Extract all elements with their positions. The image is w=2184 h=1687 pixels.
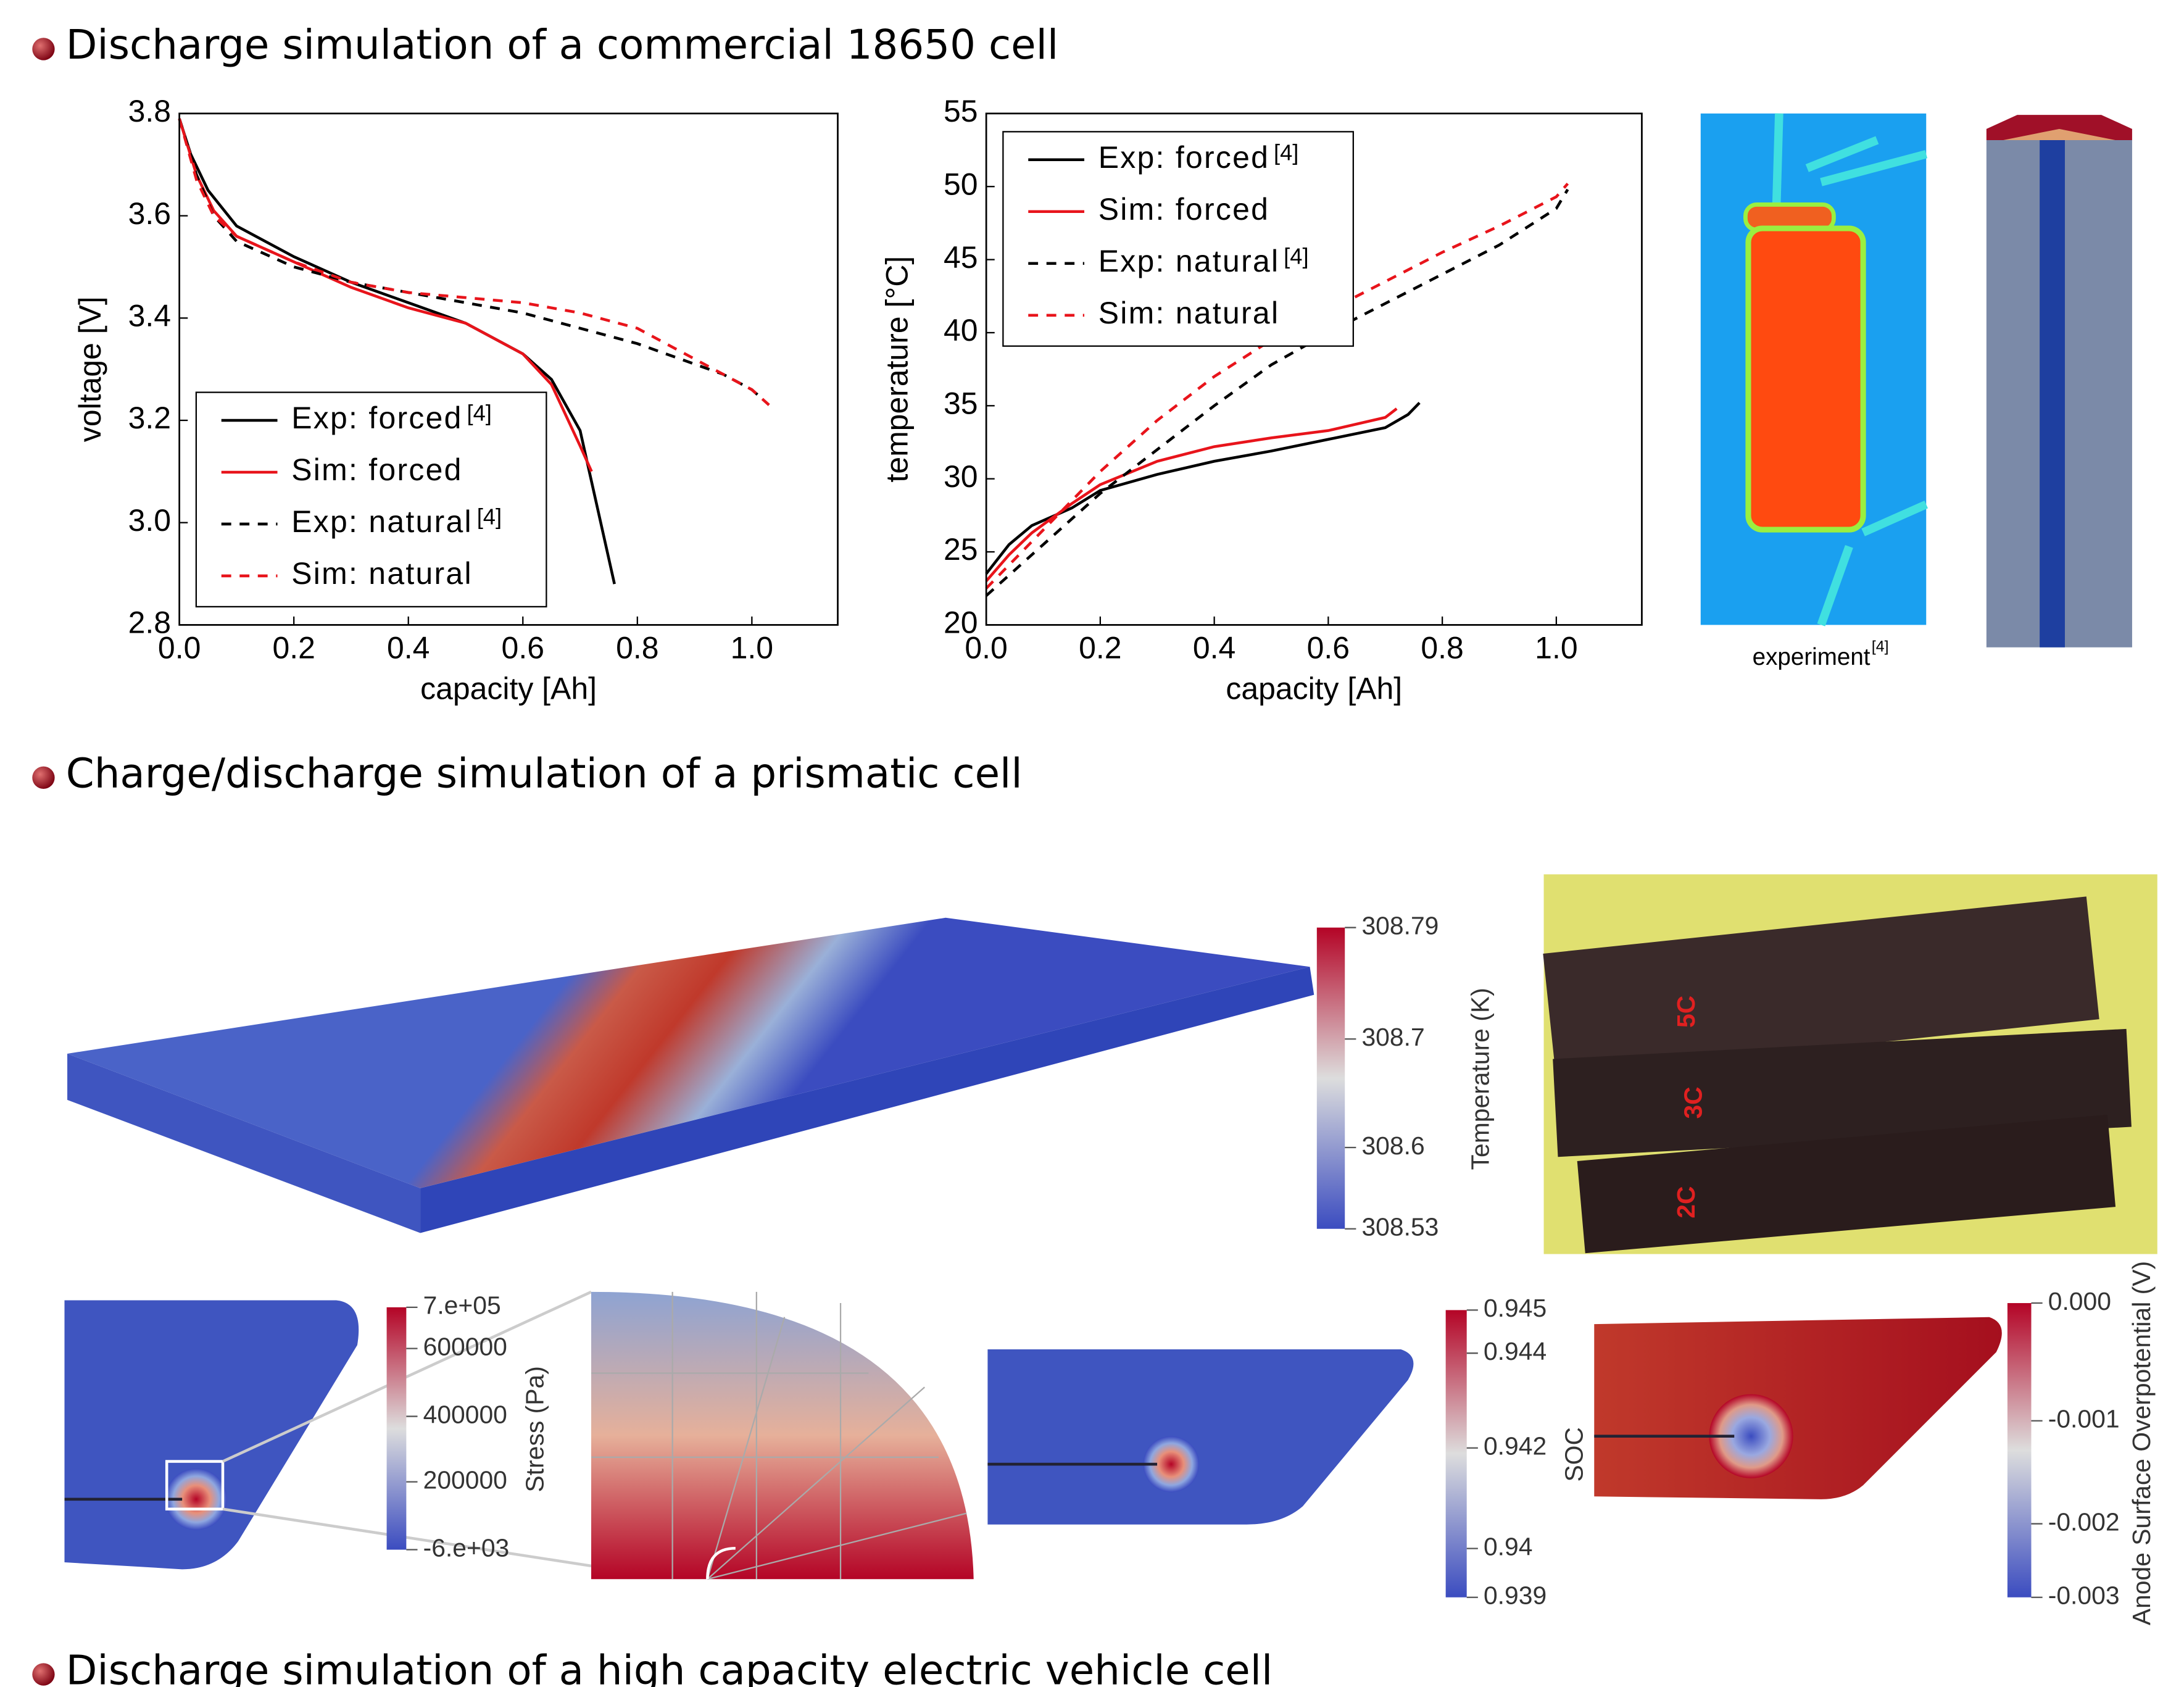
legend-label: Sim: forced [1098,192,1269,227]
colorbar-label: 0.945 [1484,1294,1547,1322]
colorbar-label: 400000 [423,1400,507,1428]
y-tick-label: 55 [944,94,978,128]
photo-label: 3C [1679,1086,1708,1118]
colorbar-label: -0.003 [2048,1581,2120,1610]
colorbar-label: 0.944 [1484,1337,1547,1365]
body: Discharge simulation of a commercial 186… [0,0,2184,1687]
y-tick-label: 45 [944,240,978,275]
caption-citation: [4] [1872,638,1889,655]
x-tick-label: 0.2 [272,630,315,665]
colorbar-label: -6.e+03 [423,1533,510,1562]
y-tick-label: 40 [944,313,978,348]
legend-label: Exp: forced [291,401,462,435]
bullet-dot [32,1663,54,1685]
stress-render [65,1292,658,1577]
legend-label: Exp: natural [1098,244,1280,278]
line-series [986,409,1397,581]
line-series [180,119,763,400]
cylinder-cut [1987,115,2132,648]
x-axis-label: capacity [Ah] [420,671,597,706]
colorbar-label: 308.53 [1361,1213,1439,1241]
y-tick-label: 3.8 [128,94,171,128]
colorbar-title: Stress (Pa) [520,1366,549,1492]
x-tick-label: 0.6 [1307,630,1350,665]
legend-citation: [4] [477,504,502,529]
colorbar [2008,1303,2032,1597]
colorbar-label: 600000 [423,1332,507,1360]
x-tick-label: 0.8 [616,630,658,665]
overpotential-render [1594,1317,2002,1499]
legend-label: Sim: natural [1098,296,1280,330]
caption: experiment [1753,644,1871,670]
prismatic-cell [67,918,1314,1233]
colorbar-title: Temperature (K) [1466,988,1494,1170]
photo-label: 5C [1672,996,1700,1028]
y-axis-label: voltage [V] [73,296,107,442]
bullet-text: Charge/discharge simulation of a prismat… [66,750,1023,798]
colorbar-label: 0.942 [1484,1432,1547,1460]
slide: Discharge simulation of a commercial 186… [0,0,2184,1687]
page: Cell simulations {"bullets": ["Discharge… [0,0,2184,1687]
thermal-image [1701,114,1926,625]
colorbar-title: SOC [1560,1427,1588,1482]
line-series [180,119,770,405]
y-tick-label: 35 [944,386,978,420]
photo-label: 2C [1672,1186,1700,1218]
colorbar [387,1307,407,1550]
x-axis-label: capacity [Ah] [1226,671,1402,706]
legend-label: Exp: forced [1098,140,1269,175]
bullet-dot [32,38,54,60]
x-tick-label: 0.8 [1421,630,1463,665]
x-tick-label: 0.6 [502,630,544,665]
colorbar-label: 7.e+05 [423,1291,501,1320]
soc-render [987,1349,1413,1525]
colorbar-label: 308.7 [1361,1023,1424,1051]
colorbar-label: -0.001 [2048,1405,2120,1433]
legend-citation: [4] [1284,243,1308,269]
y-tick-label: 20 [944,606,978,640]
y-tick-label: 3.2 [128,401,171,435]
line-series [986,403,1419,574]
legend-label: Sim: natural [291,556,473,591]
colorbar-label: 0.939 [1484,1581,1547,1610]
legend-citation: [4] [1274,140,1298,165]
colorbar-label: -0.002 [2048,1507,2120,1536]
colorbar [1446,1310,1467,1597]
colorbar-label: 0.94 [1484,1532,1533,1560]
legend-label: Exp: natural [291,504,473,539]
colorbar [1317,928,1345,1229]
y-tick-label: 50 [944,167,978,201]
legend-citation: [4] [467,400,492,425]
x-tick-label: 0.2 [1079,630,1121,665]
y-tick-label: 2.8 [128,606,171,640]
y-tick-label: 25 [944,532,978,567]
x-tick-label: 0.4 [387,630,430,665]
y-axis-label: temperature [°C] [880,256,915,483]
colorbar-title: Anode Surface Overpotential (V) [2127,1261,2156,1625]
colorbar-label: 200000 [423,1465,507,1494]
mesh-zoom [591,1292,974,1579]
photo [1543,874,2157,1254]
bullet-text: Discharge simulation of a high capacity … [66,1646,1273,1687]
x-tick-label: 0.4 [1193,630,1235,665]
y-tick-label: 30 [944,459,978,494]
x-tick-label: 1.0 [731,630,773,665]
colorbar-label: 308.6 [1361,1131,1424,1160]
y-tick-label: 3.4 [128,298,171,333]
bullet-dot [32,767,54,789]
y-tick-label: 3.6 [128,196,171,231]
y-tick-label: 3.0 [128,503,171,538]
colorbar-label: 308.79 [1361,911,1439,939]
legend-label: Sim: forced [291,452,462,487]
colorbar-label: 0.000 [2048,1287,2111,1315]
x-tick-label: 1.0 [1535,630,1577,665]
bullet-text: Discharge simulation of a commercial 186… [66,21,1058,69]
